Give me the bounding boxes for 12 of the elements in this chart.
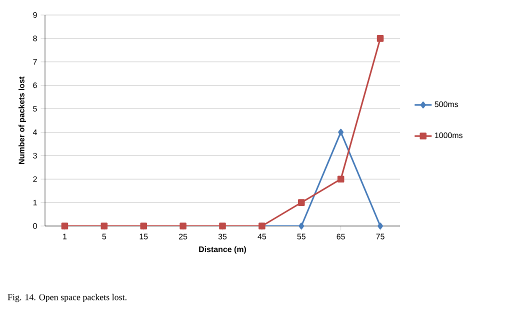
- point: [100, 222, 108, 230]
- point: [337, 176, 344, 183]
- point: [376, 35, 384, 42]
- point: [298, 199, 305, 206]
- point: [219, 222, 226, 230]
- point: [61, 222, 68, 230]
- caption: Fig. 14. Open space packets lost.: [8, 294, 126, 302]
- point: [180, 222, 186, 230]
- point: [140, 222, 148, 230]
- point: [338, 128, 344, 136]
- point: [378, 222, 384, 230]
- point: [298, 222, 304, 230]
